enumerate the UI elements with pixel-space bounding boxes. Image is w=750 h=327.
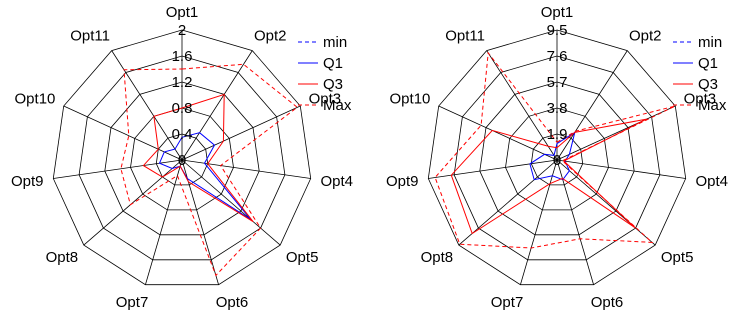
grid-spoke — [181, 159, 281, 246]
grid-ring — [453, 55, 661, 261]
grid-spoke — [83, 159, 183, 246]
legend-label-q1: Q1 — [698, 55, 718, 72]
grid-spoke — [181, 159, 311, 179]
grid-spoke — [53, 159, 183, 179]
radial-tick-label: 7.6 — [547, 48, 568, 65]
category-labels: Opt1 Opt2 Opt3 Opt4 Opt5 Opt6 Opt7 Opt8 Opt9 Opt1… — [386, 4, 728, 311]
grid-ring — [479, 81, 635, 236]
radial-tick-labels: 0 1.9 3.8 5.7 7.6 9.5 — [547, 22, 568, 169]
grid-spoke — [63, 105, 183, 161]
category-label: Opt2 — [254, 28, 287, 45]
series-q3-line — [142, 93, 254, 223]
grid-spoke — [556, 105, 676, 161]
grid-spoke — [145, 159, 183, 285]
legend-label-min: min — [323, 34, 347, 51]
grid-ring — [530, 133, 584, 186]
series-max-line — [120, 63, 299, 277]
legend-label-max: Max — [323, 97, 352, 114]
category-label: Opt4 — [696, 173, 729, 190]
category-label: Opt4 — [321, 173, 354, 190]
grid-rings — [52, 29, 312, 286]
grid-spoke — [520, 159, 558, 285]
category-label: Opt7 — [116, 294, 149, 311]
category-label: Opt10 — [390, 91, 431, 108]
legend: min Q1 Q3 Max — [673, 34, 727, 114]
radial-tick-label: 1.2 — [172, 74, 193, 91]
category-label: Opt3 — [309, 91, 342, 108]
grid-spoke — [556, 50, 628, 161]
radial-tick-label: 9.5 — [547, 22, 568, 39]
category-label: Opt10 — [15, 91, 56, 108]
grid-spoke — [428, 159, 558, 179]
grid-spoke — [438, 105, 558, 161]
grid-ring — [52, 29, 312, 286]
grid-spoke — [458, 159, 558, 246]
legend-label-max: Max — [698, 97, 727, 114]
legend-label-min: min — [698, 34, 722, 51]
radial-tick-label: 3.8 — [547, 100, 568, 117]
grid-spoke — [111, 50, 183, 161]
category-label: Opt5 — [661, 249, 694, 266]
category-label: Opt8 — [421, 249, 454, 266]
series-max-line — [434, 51, 676, 249]
category-label: Opt5 — [286, 249, 319, 266]
category-label: Opt6 — [591, 294, 624, 311]
grid-spoke — [556, 159, 594, 285]
legend-label-q3: Q3 — [323, 76, 343, 93]
radial-tick-label: 5.7 — [547, 74, 568, 91]
category-label: Opt1 — [166, 4, 199, 21]
radial-tick-labels: 0 0.4 0.8 1.2 1.6 2 — [172, 22, 193, 169]
grid-rings — [427, 29, 687, 286]
grid-spoke — [556, 159, 686, 179]
grid-ring — [427, 29, 687, 286]
category-label: Opt2 — [629, 28, 662, 45]
category-label: Opt7 — [491, 294, 524, 311]
category-label: Opt3 — [684, 91, 717, 108]
grid-ring — [78, 55, 286, 261]
category-label: Opt9 — [11, 173, 44, 190]
radial-tick-label: 2 — [178, 22, 186, 39]
radial-tick-label: 0.4 — [172, 126, 193, 143]
legend: min Q1 Q3 Max — [298, 34, 352, 114]
legend-label-q3: Q3 — [698, 76, 718, 93]
grid-ring — [130, 107, 234, 211]
category-label: Opt11 — [70, 28, 110, 45]
grid-ring — [505, 107, 609, 211]
category-label: Opt6 — [216, 294, 249, 311]
radial-tick-label: 1.6 — [172, 48, 193, 65]
legend-label-q1: Q1 — [323, 55, 343, 72]
grid-ring — [155, 133, 209, 186]
grid-spoke — [181, 50, 253, 161]
radial-tick-label: 1.9 — [547, 126, 568, 143]
grid-ring — [104, 81, 260, 236]
category-label: Opt8 — [46, 249, 79, 266]
radial-tick-label: 0.8 — [172, 100, 193, 117]
series-q3-line — [450, 118, 647, 235]
radar-chart-left: 00.40.81.21.62Opt1Opt2Opt3Opt4Opt5Opt6Op… — [11, 4, 353, 311]
series-q1-line — [529, 131, 576, 181]
category-label: Opt9 — [386, 173, 419, 190]
grid-spoke — [486, 50, 558, 161]
category-label: Opt1 — [541, 4, 574, 21]
grid-spoke — [181, 105, 301, 161]
category-labels: Opt1 Opt2 Opt3 Opt4 Opt5 Opt6 Opt7 Opt8 Opt9 Opt1… — [11, 4, 353, 311]
category-label: Opt11 — [445, 28, 485, 45]
radial-tick-label: 0 — [553, 152, 561, 169]
radial-tick-label: 0 — [178, 152, 186, 169]
